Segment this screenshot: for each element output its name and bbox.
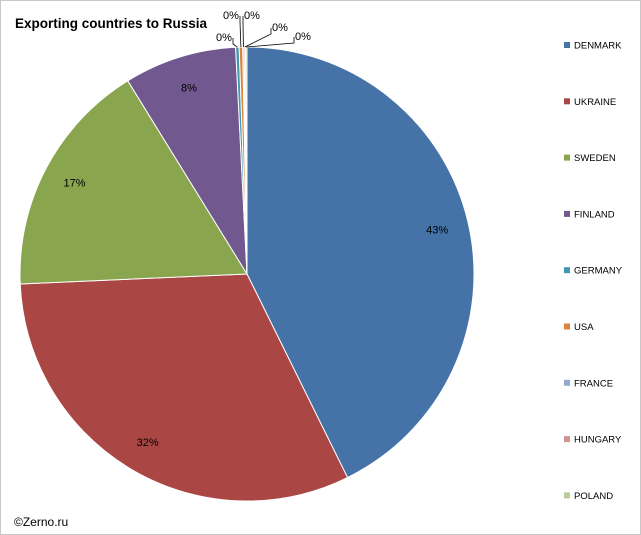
slice-label-ukraine: 32% xyxy=(137,437,159,449)
legend-swatch-usa xyxy=(564,323,570,330)
legend-label-denmark: DENMARK xyxy=(574,41,622,52)
slice-label-usa: 0% xyxy=(223,10,239,22)
leader-line-hungary xyxy=(244,28,272,48)
leader-line-germany xyxy=(232,38,238,48)
legend-swatch-hungary xyxy=(564,436,570,443)
legend-label-finland: FINLAND xyxy=(574,209,615,220)
pie-slice-finland xyxy=(127,46,248,275)
slice-label-poland: 0% xyxy=(295,31,311,43)
legend-swatch-finland xyxy=(564,210,570,217)
slice-label-france: 0% xyxy=(244,10,260,22)
leader-line-poland xyxy=(246,37,295,48)
legend-swatch-denmark xyxy=(564,42,570,48)
legend-swatch-sweden xyxy=(564,154,570,161)
slice-label-finland: 8% xyxy=(181,83,197,95)
legend-label-sweden: SWEDEN xyxy=(574,153,616,164)
legend-swatch-france xyxy=(564,379,570,386)
legend-label-germany: GERMANY xyxy=(574,266,623,277)
legend-label-france: FRANCE xyxy=(574,378,613,389)
pie-slice-denmark xyxy=(246,46,475,479)
source-credit: ©Zerno.ru xyxy=(14,515,69,529)
legend-swatch-germany xyxy=(564,267,570,274)
legend-swatch-poland xyxy=(564,492,570,499)
leader-line-usa xyxy=(239,16,242,48)
legend-label-usa: USA xyxy=(574,322,594,333)
legend-swatch-ukraine xyxy=(564,98,570,105)
slice-label-denmark: 43% xyxy=(426,225,448,237)
legend-label-poland: POLAND xyxy=(574,491,613,502)
slice-label-germany: 0% xyxy=(216,32,232,44)
chart-title: Exporting countries to Russia xyxy=(15,16,208,31)
pie-slice-sweden xyxy=(19,80,248,285)
pie-slice-ukraine xyxy=(19,273,349,502)
slice-label-hungary: 0% xyxy=(272,22,288,34)
legend-label-ukraine: UKRAINE xyxy=(574,97,616,108)
legend-label-hungary: HUNGARY xyxy=(574,435,622,446)
slice-label-sweden: 17% xyxy=(63,178,85,190)
